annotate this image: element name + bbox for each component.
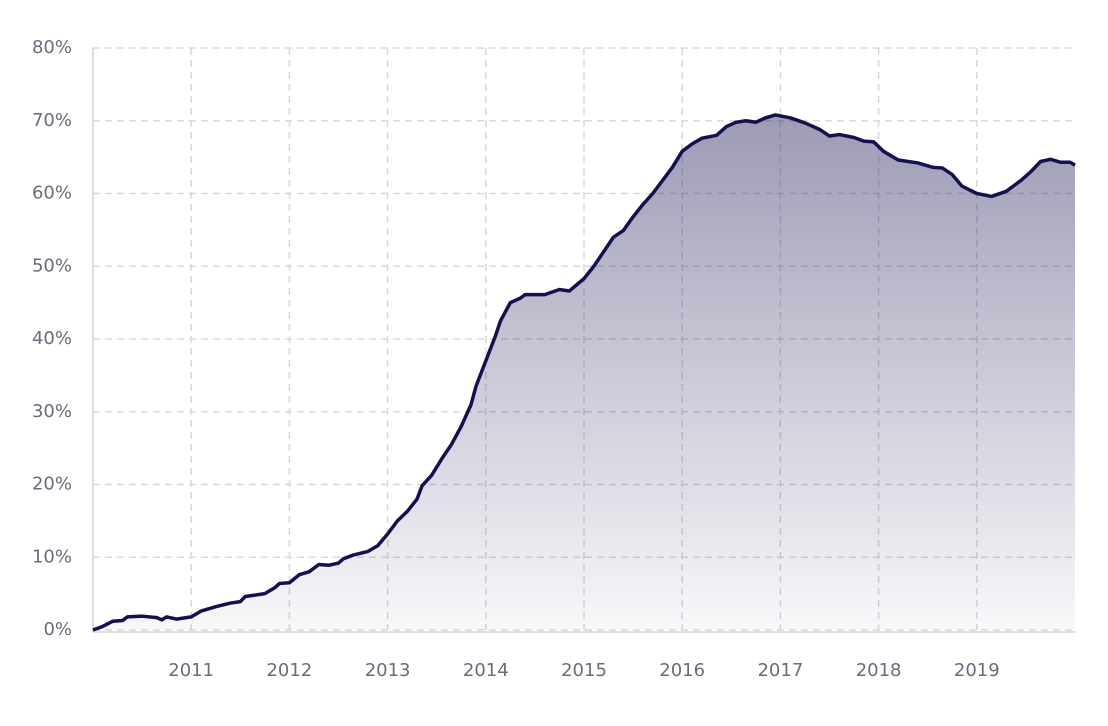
y-tick-label: 50% <box>32 255 72 276</box>
x-tick-label: 2013 <box>365 660 411 681</box>
x-tick-label: 2017 <box>757 660 803 681</box>
y-tick-label: 0% <box>43 619 72 640</box>
y-tick-label: 60% <box>32 183 72 204</box>
x-tick-label: 2019 <box>954 660 1000 681</box>
y-tick-label: 30% <box>32 401 72 422</box>
y-tick-label: 80% <box>32 37 72 58</box>
area-fill <box>93 114 1075 631</box>
y-tick-label: 20% <box>32 474 72 495</box>
x-tick-label: 2012 <box>266 660 312 681</box>
x-tick-label: 2011 <box>168 660 214 681</box>
x-tick-label: 2015 <box>561 660 607 681</box>
y-tick-label: 40% <box>32 328 72 349</box>
x-tick-label: 2018 <box>856 660 902 681</box>
area-line <box>92 113 1076 632</box>
x-tick-label: 2016 <box>659 660 705 681</box>
y-tick-label: 10% <box>32 546 72 567</box>
x-tick-label: 2014 <box>463 660 509 681</box>
y-tick-label: 70% <box>32 110 72 131</box>
